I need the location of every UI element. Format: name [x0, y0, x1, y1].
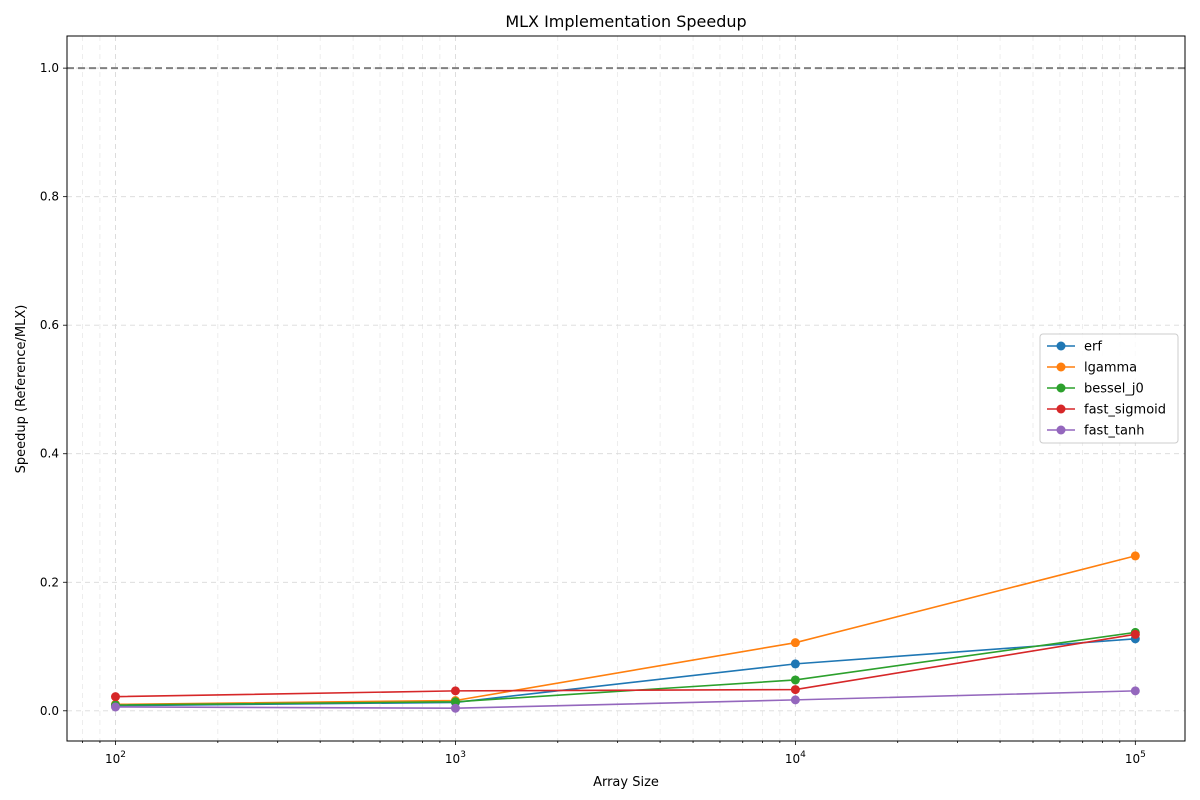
data-point-fast-sigmoid: [790, 685, 800, 695]
plot-frame: [66, 35, 1186, 742]
legend-label-erf: erf: [1084, 340, 1102, 355]
ticks: 0.0 0.2 0.4 0.6 0.8 1.0 102 103 104 105: [40, 61, 1146, 766]
y-tick-label: 0.2: [40, 575, 59, 589]
data-point-fast-tanh: [1130, 686, 1140, 696]
y-tick-label: 0.6: [40, 318, 59, 332]
legend-label-fast-sigmoid: fast_sigmoid: [1084, 403, 1166, 418]
data-point-fast-sigmoid: [450, 686, 460, 696]
legend-marker-lgamma: [1056, 362, 1066, 372]
data-point-fast-tanh: [110, 702, 120, 712]
data-point-bessel-j0: [790, 675, 800, 685]
legend-marker-fast-tanh: [1056, 425, 1066, 435]
chart-title: MLX Implementation Speedup: [505, 12, 746, 31]
x-tick-label: 102: [105, 750, 126, 766]
x-tick-label: 105: [1125, 750, 1146, 766]
data-point-bessel-j0: [450, 697, 460, 707]
y-tick-label: 1.0: [40, 61, 59, 75]
data-point-fast-tanh: [450, 703, 460, 713]
legend-box: [1039, 333, 1179, 444]
y-tick-label: 0.0: [40, 704, 59, 718]
series-layer: [110, 551, 1140, 713]
y-tick-label: 0.8: [40, 190, 59, 204]
legend-marker-fast-sigmoid: [1056, 404, 1066, 414]
legend-marker-bessel-j0: [1056, 383, 1066, 393]
x-tick-label: 104: [785, 750, 806, 766]
x-tick-label: 103: [445, 750, 466, 766]
legend-label-fast-tanh: fast_tanh: [1084, 424, 1144, 439]
data-point-fast-tanh: [790, 695, 800, 705]
legend-label-bessel-j0: bessel_j0: [1084, 382, 1144, 397]
legend-label-lgamma: lgamma: [1084, 361, 1137, 376]
y-axis-title: Speedup (Reference/MLX): [14, 305, 29, 474]
legend-marker-erf: [1056, 341, 1066, 351]
series-line-fast-tanh: [115, 690, 1136, 710]
legend: erf lgamma bessel_j0 fast_sigmoid fast_tanh: [1039, 333, 1179, 444]
series-line-lgamma: [115, 555, 1136, 706]
data-point-fast-sigmoid: [1130, 629, 1140, 639]
grid: [67, 36, 1185, 741]
data-point-lgamma: [1130, 551, 1140, 561]
data-point-lgamma: [790, 638, 800, 648]
series-line-fast-sigmoid: [115, 633, 1136, 698]
data-point-erf: [790, 659, 800, 669]
y-tick-label: 0.4: [40, 447, 59, 461]
x-axis-title: Array Size: [593, 775, 659, 790]
data-point-fast-sigmoid: [110, 692, 120, 702]
